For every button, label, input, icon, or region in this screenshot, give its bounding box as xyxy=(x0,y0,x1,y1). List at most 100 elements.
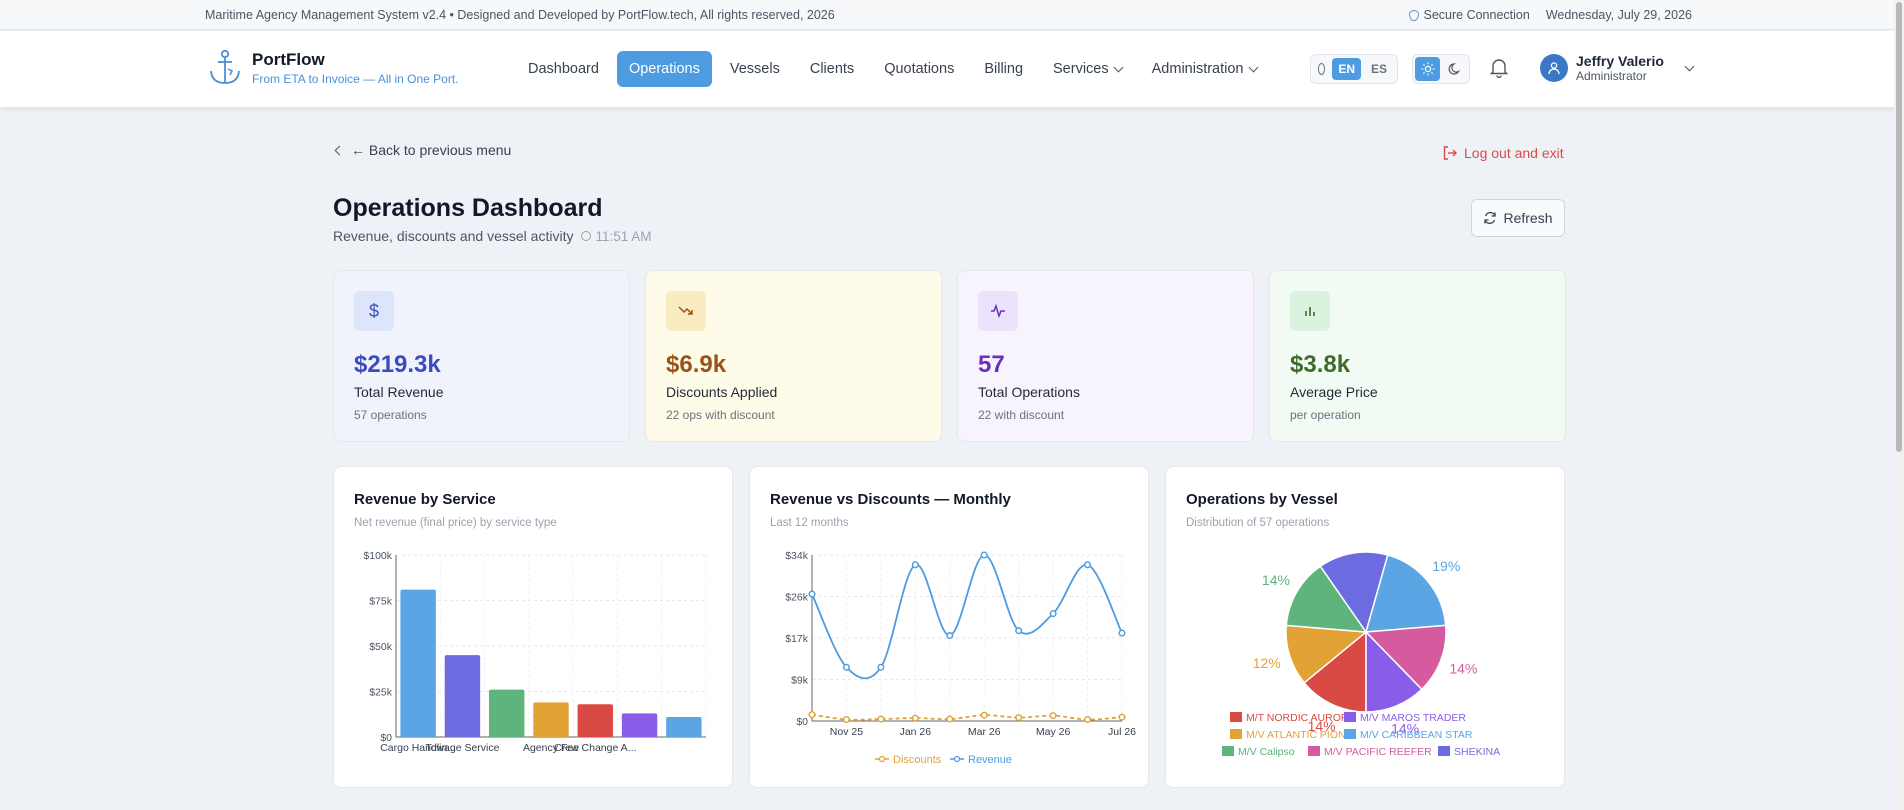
x-tick-label: Mar 26 xyxy=(968,726,1001,738)
chevron-down-icon xyxy=(1248,62,1258,73)
refresh-button[interactable]: Refresh xyxy=(1471,199,1565,237)
lang-es-button[interactable]: ES xyxy=(1370,62,1387,76)
x-tick-label: Towage Service xyxy=(425,742,499,754)
bar xyxy=(666,716,702,737)
y-tick-label: $17k xyxy=(785,633,809,645)
nav-vessels[interactable]: Vessels xyxy=(729,61,780,77)
data-point xyxy=(1084,716,1092,724)
x-tick-label: May 26 xyxy=(1036,726,1071,738)
x-tick-label: Nov 25 xyxy=(830,726,863,738)
bar xyxy=(489,689,525,737)
data-point xyxy=(877,715,885,723)
nav-services[interactable]: Services xyxy=(1041,51,1134,87)
secure-connection: Secure Connection xyxy=(1408,8,1530,22)
nav-operations[interactable]: Operations xyxy=(616,51,712,87)
page-scrollbar[interactable] xyxy=(1894,0,1904,810)
globe-icon xyxy=(1318,63,1326,75)
x-tick-label: Crew Change A... xyxy=(554,742,636,754)
bar-chart-icon xyxy=(1290,291,1330,331)
bar-chart: $0 $25k $50k $75k $100k Cargo Handlin...Towag… xyxy=(363,550,707,754)
data-point xyxy=(946,715,954,723)
data-point xyxy=(980,711,988,719)
legend-swatch xyxy=(1222,746,1234,756)
kpi-average-price: $3.8k Average Price per operation xyxy=(1269,270,1566,442)
page-title: Operations Dashboard xyxy=(333,194,603,222)
user-menu[interactable]: Jeffry Valerio Administrator xyxy=(1540,53,1695,83)
pie-percent-label: 19% xyxy=(1432,558,1460,574)
chart-title: Operations by Vessel xyxy=(1186,491,1338,508)
nav-billing[interactable]: Billing xyxy=(984,61,1024,77)
data-point xyxy=(1118,713,1126,721)
y-tick-label: $100k xyxy=(363,550,392,562)
page-subtitle: Revenue, discounts and vessel activity 1… xyxy=(333,228,652,244)
y-tick-label: $34k xyxy=(785,550,809,562)
lang-en-button[interactable]: EN xyxy=(1332,58,1361,80)
avatar xyxy=(1540,54,1568,82)
pie-slice xyxy=(1364,624,1447,691)
legend-label: Discounts xyxy=(893,754,942,766)
brand-name: PortFlow xyxy=(252,50,325,69)
data-point xyxy=(842,663,850,671)
scrollbar-thumb[interactable] xyxy=(1896,2,1902,452)
data-point xyxy=(980,551,988,559)
logout-icon xyxy=(1443,146,1457,160)
data-point xyxy=(1118,629,1126,637)
data-point xyxy=(911,714,919,722)
back-link[interactable]: ← Back to previous menu xyxy=(334,142,511,158)
last-updated: 11:51 AM xyxy=(581,229,652,244)
pie-slice xyxy=(1285,565,1368,633)
nav-administration[interactable]: Administration xyxy=(1140,51,1269,87)
legend-label: M/V Calipso xyxy=(1238,746,1295,758)
legend-label: Revenue xyxy=(968,754,1012,766)
theme-switcher xyxy=(1412,54,1470,84)
legend-label: M/V CARIBBEAN STAR xyxy=(1360,729,1473,741)
pie-percent-label: 14% xyxy=(1449,660,1477,676)
clock-icon xyxy=(581,231,592,241)
trending-down-icon xyxy=(666,291,706,331)
kpi-discounts: $6.9k Discounts Applied 22 ops with disc… xyxy=(645,270,942,442)
legend-label: M/V MAROS TRADER xyxy=(1360,712,1466,724)
dark-theme-button[interactable] xyxy=(1442,57,1467,81)
logout-link[interactable]: Log out and exit xyxy=(1442,145,1564,161)
nav-quotations[interactable]: Quotations xyxy=(884,61,955,77)
pie-percent-label: 12% xyxy=(1253,655,1281,671)
legend-swatch xyxy=(1344,729,1356,739)
chevron-left-icon xyxy=(334,145,345,155)
x-tick-label: Jan 26 xyxy=(900,726,932,738)
nav-clients[interactable]: Clients xyxy=(809,61,855,77)
light-theme-button[interactable] xyxy=(1415,57,1440,81)
pie-slice xyxy=(1303,630,1367,713)
card-revenue-vs-discounts: $0 $9k $17k $26k $34k Nov 25 Jan 26 Mar 26 May 2… xyxy=(749,466,1149,788)
data-point xyxy=(1049,610,1057,618)
y-tick-label: $9k xyxy=(791,675,809,687)
legend-marker xyxy=(953,755,961,763)
data-point xyxy=(1015,627,1023,635)
legend-label: SHEKINA xyxy=(1454,746,1500,758)
refresh-icon xyxy=(1484,211,1497,225)
user-role: Administrator xyxy=(1576,69,1647,83)
nav-dashboard[interactable]: Dashboard xyxy=(528,61,599,77)
chart-subtitle: Net revenue (final price) by service typ… xyxy=(354,517,557,529)
x-tick-label: Cargo Handlin... xyxy=(380,742,456,754)
chart-subtitle: Distribution of 57 operations xyxy=(1186,517,1330,529)
bar xyxy=(444,655,481,737)
brand[interactable]: PortFlow From ETA to Invoice — All in On… xyxy=(208,49,459,87)
user-icon xyxy=(1548,62,1560,75)
pie-slice xyxy=(1285,624,1368,684)
shield-icon xyxy=(1408,9,1419,21)
pie-slice xyxy=(1365,630,1423,713)
data-point xyxy=(946,632,954,640)
bar xyxy=(400,589,436,737)
data-point xyxy=(1084,561,1092,569)
data-point xyxy=(911,561,919,569)
chart-subtitle: Last 12 months xyxy=(770,517,849,529)
notifications-bell-icon[interactable] xyxy=(1489,58,1509,83)
anchor-icon xyxy=(208,49,242,87)
language-switcher: EN ES xyxy=(1310,54,1398,84)
bar xyxy=(577,704,613,737)
legend-swatch xyxy=(1344,712,1356,722)
pie-percent-label: 14% xyxy=(1391,720,1419,736)
card-operations-by-vessel: 14% 12% 14% 19% 14% 14% M/T NORDIC AURORA M/V M… xyxy=(1165,466,1565,788)
data-point xyxy=(808,711,816,719)
y-tick-label: $0 xyxy=(380,732,392,744)
